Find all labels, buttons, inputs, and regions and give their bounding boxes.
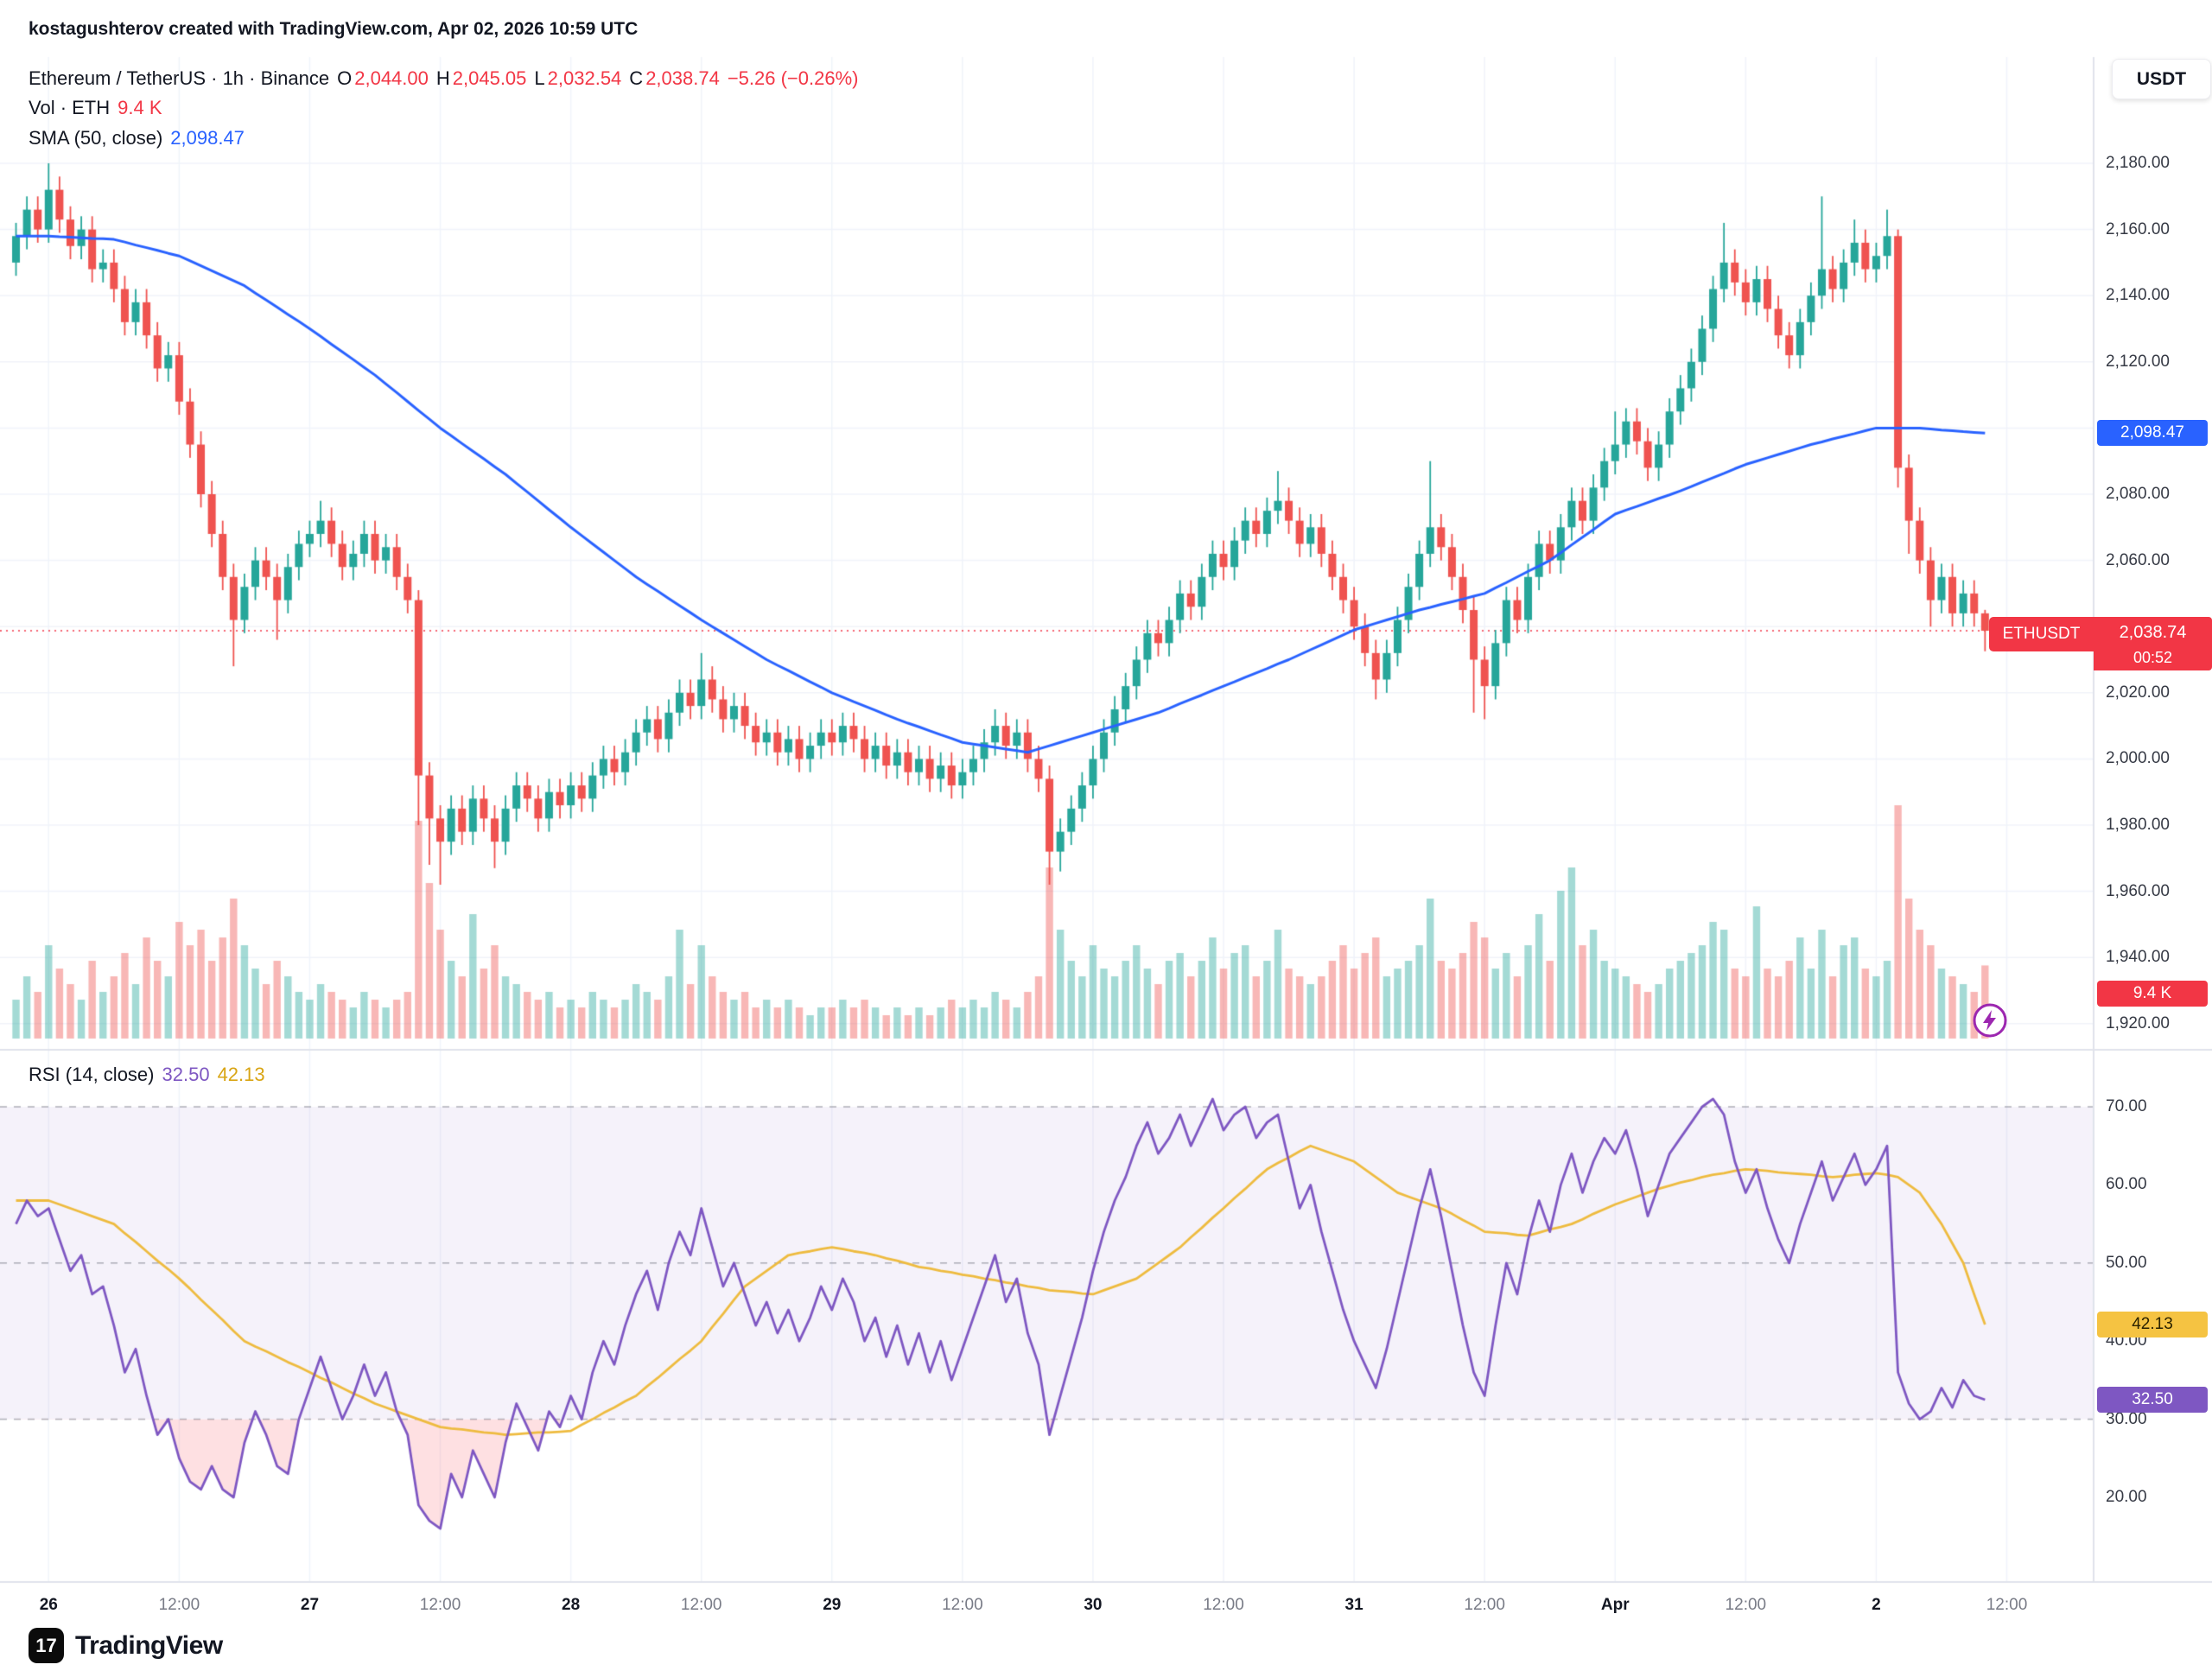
sma-price-badge: 2,098.47 bbox=[2097, 420, 2208, 447]
rsi-tick-label: 60.00 bbox=[2106, 1175, 2147, 1194]
time-tick-label: 30 bbox=[1084, 1596, 1103, 1614]
price-tick-label: 1,960.00 bbox=[2106, 881, 2170, 900]
time-tick-label: 28 bbox=[562, 1596, 581, 1614]
volume-legend-row[interactable]: Vol · ETH 9.4 K bbox=[29, 97, 162, 119]
price-tick-label: 2,140.00 bbox=[2106, 286, 2170, 305]
price-tick-label: 1,980.00 bbox=[2106, 816, 2170, 834]
tradingview-logo-text: TradingView bbox=[75, 1630, 223, 1660]
rsi-value-badge: 32.50 bbox=[2097, 1387, 2208, 1413]
time-tick-label: 12:00 bbox=[1203, 1596, 1244, 1614]
time-tick-label: 27 bbox=[300, 1596, 320, 1614]
rsi-ma-legend-value: 42.13 bbox=[217, 1064, 265, 1085]
sma-legend-label: SMA (50, close) bbox=[29, 127, 163, 149]
time-tick-label: 2 bbox=[1872, 1596, 1881, 1614]
rsi-legend-row[interactable]: RSI (14, close) 32.50 42.13 bbox=[29, 1064, 265, 1086]
price-tick-label: 2,120.00 bbox=[2106, 352, 2170, 371]
rsi-tick-label: 20.00 bbox=[2106, 1488, 2147, 1506]
time-tick-label: Apr bbox=[1600, 1596, 1630, 1614]
last-price-badge: 2,038.74 00:52 bbox=[2094, 617, 2212, 671]
time-tick-label: 12:00 bbox=[942, 1596, 983, 1614]
rsi-legend-value: 32.50 bbox=[162, 1064, 210, 1085]
rsi-tick-label: 50.00 bbox=[2106, 1253, 2147, 1272]
time-tick-label: 12:00 bbox=[1725, 1596, 1767, 1614]
last-price-value: 2,038.74 bbox=[2119, 623, 2187, 643]
rsi-legend-label: RSI (14, close) bbox=[29, 1064, 155, 1085]
price-tick-label: 1,920.00 bbox=[2106, 1013, 2170, 1032]
bar-countdown: 00:52 bbox=[2133, 649, 2173, 667]
time-tick-label: 12:00 bbox=[1464, 1596, 1505, 1614]
volume-legend-label: Vol · ETH bbox=[29, 97, 111, 118]
time-tick-label: 12:00 bbox=[680, 1596, 722, 1614]
sma-legend-row[interactable]: SMA (50, close) 2,098.47 bbox=[29, 127, 245, 149]
price-tick-label: 2,060.00 bbox=[2106, 550, 2170, 569]
sma-legend-value: 2,098.47 bbox=[170, 127, 245, 149]
time-tick-label: 26 bbox=[39, 1596, 58, 1614]
price-tick-label: 2,160.00 bbox=[2106, 219, 2170, 238]
price-tick-label: 2,080.00 bbox=[2106, 485, 2170, 503]
price-tick-label: 1,940.00 bbox=[2106, 948, 2170, 967]
symbol-price-pill: ETHUSDT bbox=[1989, 617, 2094, 652]
rsi-ma-value-badge: 42.13 bbox=[2097, 1311, 2208, 1337]
time-tick-label: 31 bbox=[1344, 1596, 1363, 1614]
rsi-tick-label: 30.00 bbox=[2106, 1409, 2147, 1428]
ohlc-high: H 2,045.05 bbox=[435, 67, 527, 89]
symbol-legend-row[interactable]: Ethereum / TetherUS · 1h · Binance O 2,04… bbox=[29, 67, 859, 90]
attribution-text: kostagushterov created with TradingView.… bbox=[29, 19, 639, 39]
symbol-title: Ethereum / TetherUS · 1h · Binance bbox=[29, 67, 330, 89]
quick-trade-bolt-icon[interactable] bbox=[1972, 1002, 2008, 1039]
currency-toggle-button[interactable]: USDT bbox=[2112, 59, 2211, 99]
rsi-axis[interactable]: 70.00 60.00 50.00 40.00 30.00 20.00 bbox=[2094, 1050, 2212, 1582]
time-tick-label: 12:00 bbox=[158, 1596, 200, 1614]
volume-badge: 9.4 K bbox=[2097, 981, 2208, 1007]
time-tick-label: 29 bbox=[823, 1596, 842, 1614]
price-axis[interactable]: 2,180.002,160.002,140.002,120.002,100.00… bbox=[2094, 57, 2212, 1050]
price-change: −5.26 (−0.26%) bbox=[727, 67, 859, 89]
price-tick-label: 2,000.00 bbox=[2106, 749, 2170, 768]
price-tick-label: 2,020.00 bbox=[2106, 683, 2170, 702]
ohlc-open: O 2,044.00 bbox=[337, 67, 429, 89]
rsi-tick-label: 70.00 bbox=[2106, 1097, 2147, 1115]
ohlc-low: L 2,032.54 bbox=[534, 67, 622, 89]
volume-legend-value: 9.4 K bbox=[118, 97, 162, 118]
time-tick-label: 12:00 bbox=[1986, 1596, 2028, 1614]
time-axis[interactable]: 26 12:00 27 12:00 28 12:00 29 12:00 30 12:00 31 12:… bbox=[0, 1582, 2212, 1625]
price-tick-label: 2,180.00 bbox=[2106, 154, 2170, 172]
tradingview-logo-mark: 17 bbox=[29, 1628, 64, 1663]
tradingview-logo[interactable]: 17 TradingView bbox=[29, 1628, 223, 1663]
last-price-label-group: ETHUSDT 2,038.74 00:52 bbox=[1989, 617, 2212, 671]
time-tick-label: 12:00 bbox=[419, 1596, 461, 1614]
ohlc-close: C 2,038.74 bbox=[629, 67, 720, 89]
